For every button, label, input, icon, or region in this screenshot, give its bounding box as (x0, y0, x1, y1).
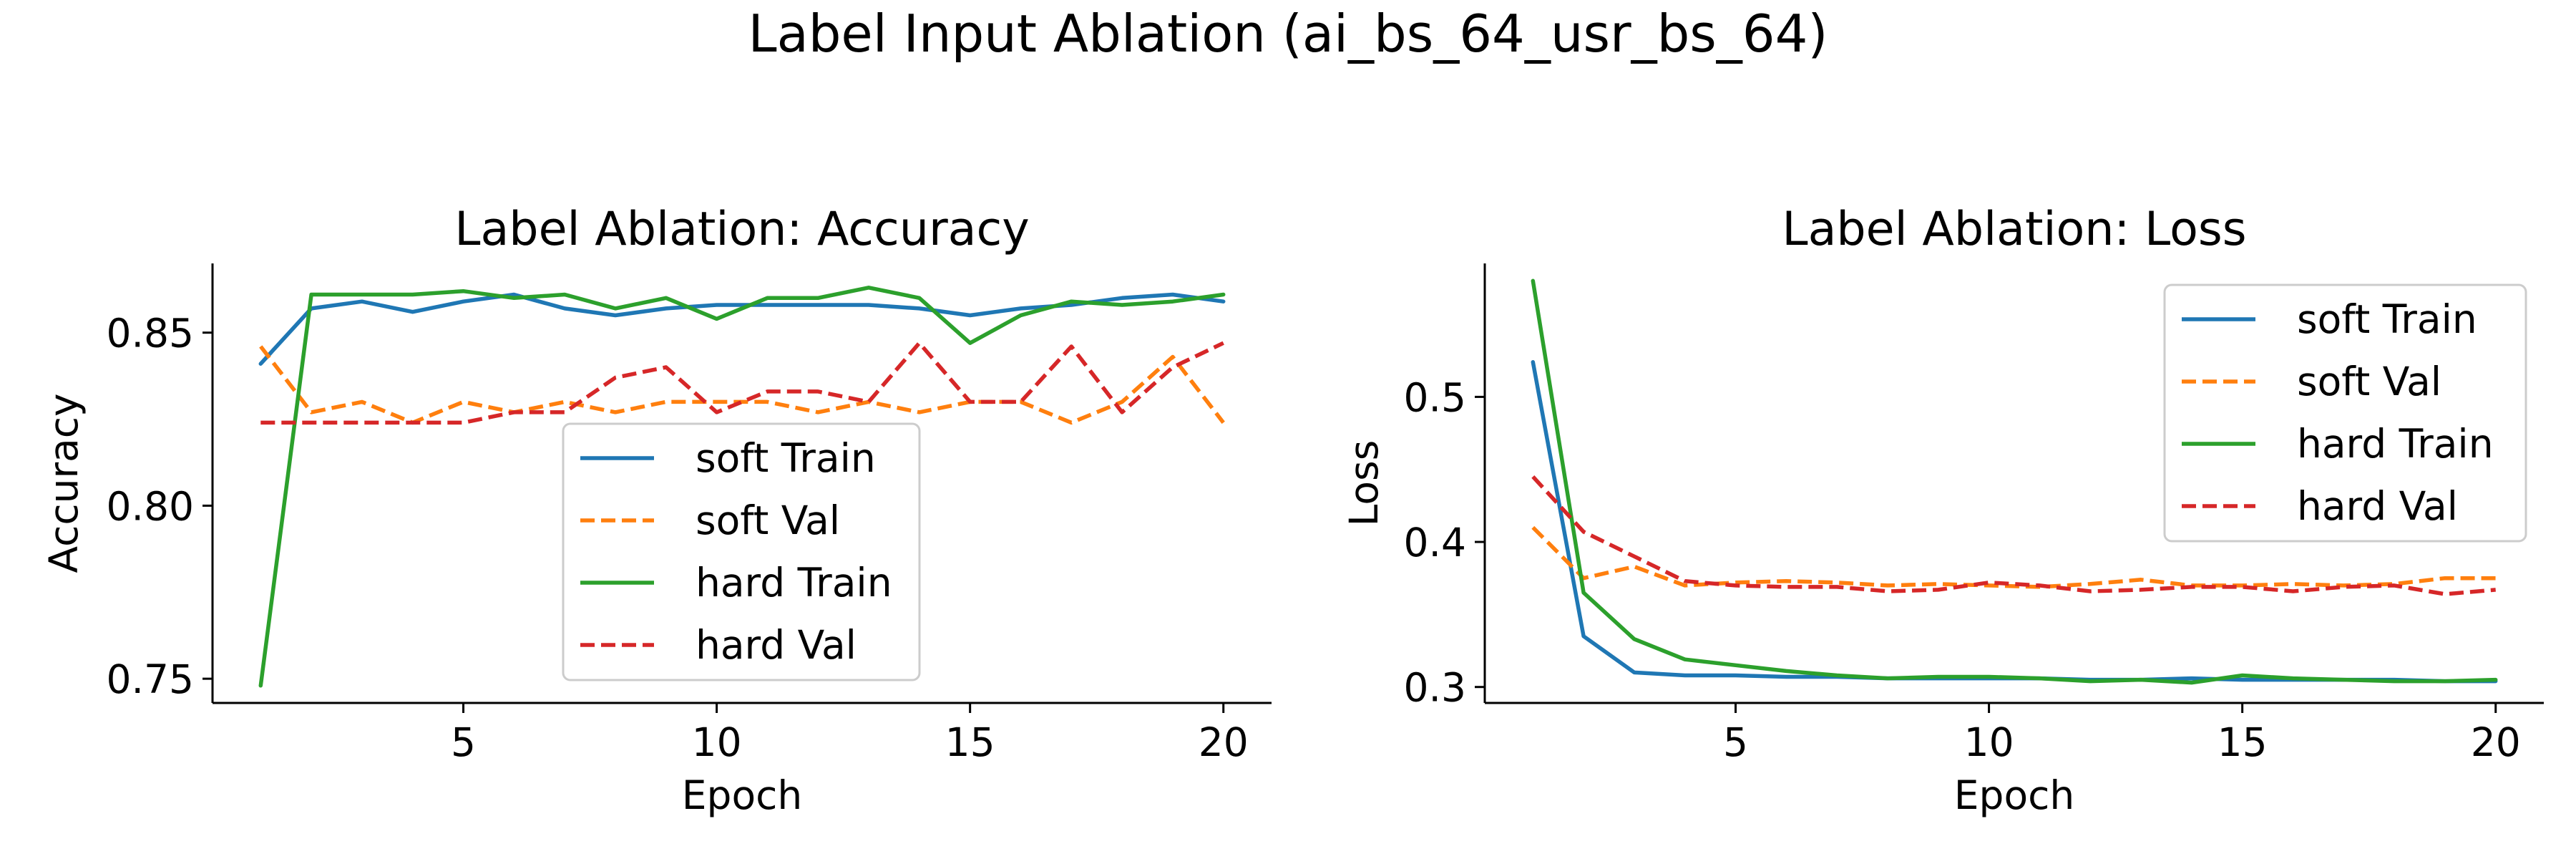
accuracy-hard-val-line (260, 341, 1224, 425)
loss-x-tick-label: 20 (2471, 719, 2521, 765)
accuracy-y-tick-label: 0.80 (107, 483, 194, 529)
accuracy-soft-val-line (259, 345, 1225, 425)
accuracy-legend-frame (562, 422, 921, 681)
loss-panel: Label Ablation: Loss Epoch Loss 5 10 15 20 0… (1341, 203, 2544, 818)
loss-y-tick-label: 0.3 (1404, 665, 1466, 711)
loss-legend-label-soft-train: soft Train (2297, 296, 2477, 342)
loss-x-tick-label: 10 (1964, 719, 2014, 765)
accuracy-x-axis-label: Epoch (682, 772, 802, 818)
accuracy-legend-label-soft-val: soft Val (696, 498, 840, 543)
loss-hard-val-line (1531, 475, 2496, 596)
loss-hard-train-line (1531, 278, 2498, 685)
accuracy-panel: Label Ablation: Accuracy Epoch Accuracy … (41, 203, 1272, 818)
accuracy-y-tick-label: 0.75 (107, 656, 194, 702)
accuracy-x-tick-label: 20 (1199, 719, 1249, 765)
loss-series-lines (1531, 278, 2498, 685)
accuracy-legend-label-hard-train: hard Train (696, 560, 892, 606)
loss-x-tick-label: 15 (2218, 719, 2268, 765)
loss-legend-label-hard-train: hard Train (2297, 421, 2494, 467)
loss-legend-label-hard-val: hard Val (2297, 483, 2458, 529)
loss-x-axis-label: Epoch (1954, 772, 2074, 818)
accuracy-hard-train-line (258, 286, 1226, 688)
accuracy-legend-label-soft-train: soft Train (696, 435, 876, 481)
accuracy-x-tick-label: 15 (945, 719, 995, 765)
loss-x-tick-label: 5 (1723, 719, 1748, 765)
accuracy-y-tick-label: 0.85 (107, 311, 194, 356)
loss-y-tick-label: 0.4 (1404, 520, 1466, 566)
loss-ticks: 5 10 15 20 0.3 0.4 0.5 (1404, 374, 2521, 765)
accuracy-panel-title: Label Ablation: Accuracy (454, 203, 1029, 256)
loss-y-tick-label: 0.5 (1404, 374, 1466, 420)
accuracy-x-tick-label: 10 (692, 719, 742, 765)
accuracy-ticks: 5 10 15 20 0.75 0.80 0.85 (107, 311, 1249, 765)
accuracy-series-lines (258, 286, 1226, 688)
loss-legend: soft Train soft Val hard Train hard Val (2163, 283, 2527, 543)
accuracy-legend: soft Train soft Val hard Train hard Val (562, 422, 921, 681)
loss-legend-label-soft-val: soft Val (2297, 359, 2441, 404)
loss-legend-frame (2163, 283, 2527, 543)
loss-soft-val-line (1531, 525, 2496, 589)
figure-suptitle: Label Input Ablation (ai_bs_64_usr_bs_64… (748, 4, 1828, 64)
loss-panel-title: Label Ablation: Loss (1782, 203, 2246, 256)
loss-y-axis-label: Loss (1341, 440, 1387, 527)
accuracy-y-axis-label: Accuracy (41, 393, 87, 573)
accuracy-x-tick-label: 5 (451, 719, 476, 765)
accuracy-legend-label-hard-val: hard Val (696, 622, 857, 668)
